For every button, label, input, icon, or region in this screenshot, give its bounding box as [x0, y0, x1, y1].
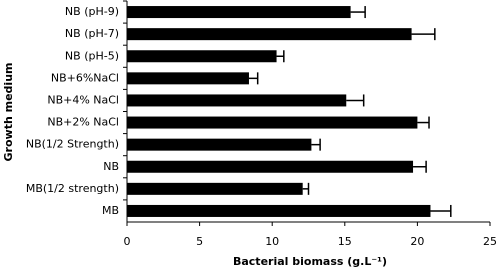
error-bar: [350, 6, 366, 19]
y-tick-label: MB: [102, 204, 119, 217]
error-bar: [248, 72, 259, 85]
error-bar: [413, 160, 427, 173]
bar: [127, 28, 412, 41]
error-bar: [311, 138, 321, 151]
bar: [127, 182, 303, 195]
y-tick-label: NB (pH-7): [65, 27, 119, 40]
y-tick-label: NB(1/2 Strength): [26, 138, 119, 151]
y-tick-label: NB+6%NaCl: [51, 71, 119, 84]
y-tick-label: NB: [103, 160, 119, 173]
x-tick-label: 15: [338, 235, 352, 248]
x-tick-label: 5: [196, 235, 203, 248]
bar: [127, 160, 414, 173]
y-axis-label: Growth medium: [2, 63, 15, 162]
error-bar: [417, 116, 430, 129]
y-tick-label: MB(1/2 strength): [26, 182, 119, 195]
y-tick-label: NB (pH-5): [65, 49, 119, 62]
error-bar: [302, 182, 310, 195]
bar: [127, 94, 347, 107]
bar: [127, 72, 249, 85]
error-bar: [276, 50, 285, 63]
bar: [127, 116, 418, 129]
x-tick-label: 0: [124, 235, 131, 248]
y-tick-label: NB+4% NaCl: [47, 93, 119, 106]
bar: [127, 6, 351, 19]
error-bar: [411, 28, 436, 41]
error-bar: [430, 204, 452, 217]
error-bar: [346, 94, 365, 107]
x-tick-label: 10: [265, 235, 279, 248]
y-tick-label: NB (pH-9): [65, 5, 119, 18]
bar: [127, 204, 431, 217]
bar: [127, 138, 312, 151]
x-tick-label: 25: [483, 235, 497, 248]
y-tick-label: NB+2% NaCl: [47, 116, 119, 129]
x-tick-label: 20: [410, 235, 424, 248]
bar: [127, 50, 277, 63]
x-axis-label: Bacterial biomass (g.L⁻¹): [233, 255, 387, 268]
